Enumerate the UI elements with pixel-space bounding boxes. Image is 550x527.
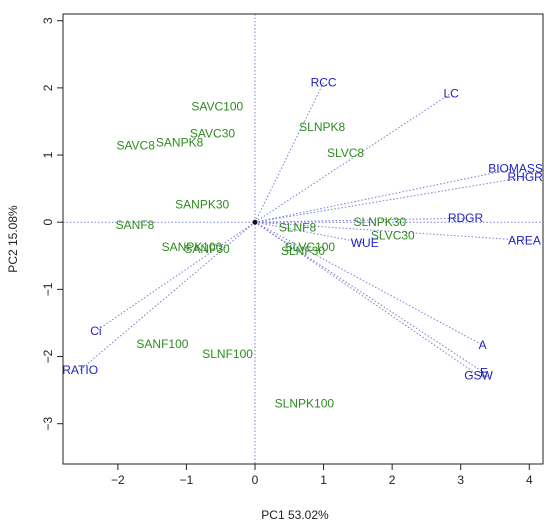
variable-rdgr: RDGR xyxy=(448,211,484,225)
arrow-a xyxy=(254,221,483,346)
y-axis-title: PC2 15.08% xyxy=(6,205,20,273)
variable-ci: Ci xyxy=(90,324,101,338)
arrow-wue xyxy=(254,221,365,244)
observation-sanf8: SANF8 xyxy=(116,218,155,232)
variable-ratio: RATIO xyxy=(62,363,98,377)
y-tick-label: 2 xyxy=(41,84,55,91)
x-tick-label: 0 xyxy=(252,473,259,487)
x-tick-label: 3 xyxy=(457,473,464,487)
y-tick-label: −1 xyxy=(41,282,55,296)
arrow-biomass xyxy=(254,167,516,223)
variable-biomass: BIOMASS xyxy=(488,161,543,175)
observation-savc30: SAVC30 xyxy=(190,127,235,141)
y-tick-label: 1 xyxy=(41,151,55,158)
observation-slnpk8: SLNPK8 xyxy=(299,120,345,134)
observation-savc100: SAVC100 xyxy=(191,100,243,114)
arrow-rdgr xyxy=(254,217,466,223)
observation-sanpk30: SANPK30 xyxy=(175,198,229,212)
origin-reference-lines xyxy=(63,14,543,464)
x-tick-label: 2 xyxy=(389,473,396,487)
observation-sanpk8: SANPK8 xyxy=(156,135,204,149)
y-tick-label: 0 xyxy=(41,219,55,226)
variable-gsw: GSW xyxy=(464,368,493,382)
variable-arrows xyxy=(79,82,526,376)
observation-slnf8: SLNF8 xyxy=(279,221,317,235)
x-tick-label: 1 xyxy=(320,473,327,487)
arrow-e xyxy=(254,221,485,374)
observation-labels: SAVC100 SAVC30 SAVC8 SANPK8 SANPK30 SANF8 SANP… xyxy=(116,100,415,411)
observation-sanf30: SANF30 xyxy=(184,242,230,256)
arrow-area xyxy=(254,221,525,241)
arrow-lc xyxy=(254,92,452,223)
y-axis: −3 −2 −1 0 1 2 3 xyxy=(41,17,63,431)
x-tick-label: −1 xyxy=(180,473,194,487)
y-tick-label: −3 xyxy=(41,417,55,431)
arrow-rcc xyxy=(254,82,325,223)
arrow-ci xyxy=(95,221,256,332)
observation-slvc100: SLVC100 xyxy=(285,240,336,254)
x-axis-title: PC1 53.02% xyxy=(261,508,329,522)
variable-rhgr: RHGR xyxy=(507,170,543,184)
x-tick-label: −2 xyxy=(111,473,125,487)
variable-rcc: RCC xyxy=(311,76,337,90)
x-axis: −2 −1 0 1 2 3 4 xyxy=(111,464,533,487)
variable-a: A xyxy=(479,338,487,352)
observation-slnpk100: SLNPK100 xyxy=(275,397,335,411)
observation-sanpk100: SANPK100 xyxy=(162,240,223,254)
observation-slvc8: SLVC8 xyxy=(327,146,364,160)
observation-savc8: SAVC8 xyxy=(116,139,155,153)
origin-point xyxy=(252,219,258,225)
y-tick-label: 3 xyxy=(41,17,55,24)
arrow-rhgr xyxy=(254,176,526,223)
variable-wue: WUE xyxy=(351,236,379,250)
variable-lc: LC xyxy=(443,86,459,100)
observation-slnpk30: SLNPK30 xyxy=(353,215,406,229)
observation-slnf100: SLNF100 xyxy=(202,347,253,361)
y-tick-label: −2 xyxy=(41,349,55,363)
plot-frame xyxy=(62,13,544,465)
observation-slnf30: SLNF30 xyxy=(281,244,325,258)
x-tick-label: 4 xyxy=(526,473,533,487)
observation-slvc30: SLVC30 xyxy=(371,229,415,243)
observation-sanf100: SANF100 xyxy=(136,337,188,351)
variable-area: AREA xyxy=(508,233,541,247)
variable-e: E xyxy=(480,366,488,380)
